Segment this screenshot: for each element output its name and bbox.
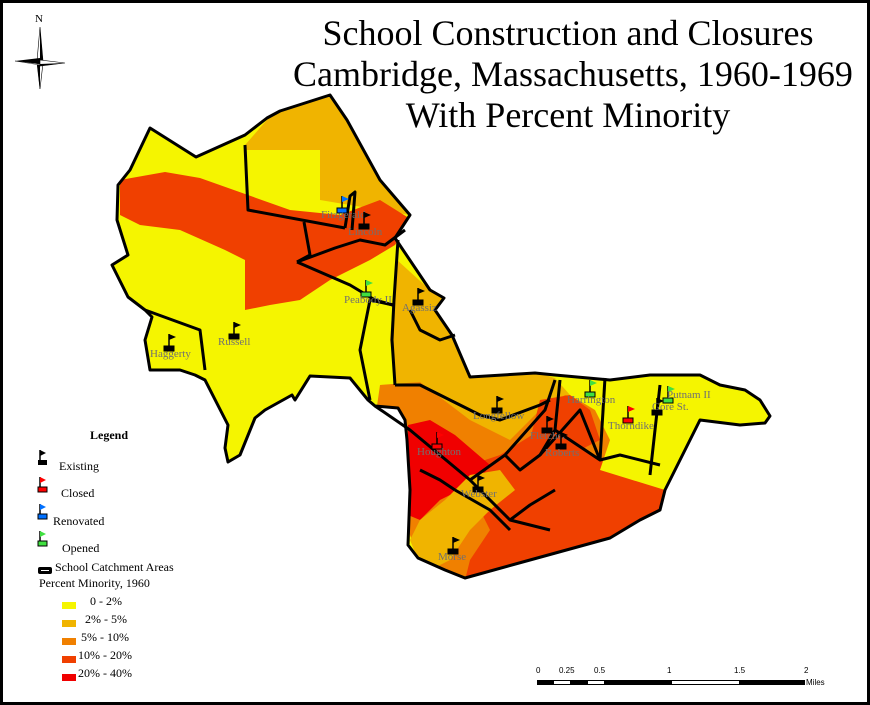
catchment-area-icon [38,567,52,574]
school-morse[interactable] [447,537,460,555]
school-gore-st[interactable] [651,398,664,416]
school-label: Fitzgerald [321,209,366,221]
school-label: Roberts [545,447,579,459]
flag-renovated-icon [37,504,48,520]
flag-closed-icon [37,477,48,493]
school-label: Putnam II [667,389,711,401]
school-label: Fletcher [530,430,566,442]
school-putnam-ii[interactable] [662,386,675,404]
scale-tick: 0.5 [594,666,606,675]
bin-label: 0 - 2% [90,594,122,608]
school-label: Houghton [417,446,462,458]
school-roberts[interactable] [555,432,568,450]
school-label: Agassiz [402,302,437,314]
bin-label: 10% - 20% [78,648,132,662]
school-webster[interactable] [472,475,485,493]
legend-title: Legend [90,428,129,442]
school-label: Webster [461,488,497,500]
map-canvas: School Construction and Closures Cambrid… [3,3,867,702]
legend-closed-label: Closed [61,486,95,500]
map-title: School Construction and Closures Cambrid… [293,13,853,136]
scale-bar-graphic [537,680,805,685]
school-russell[interactable] [228,322,241,340]
school-peabody-ii[interactable] [360,280,373,298]
scale-tick: 2 [804,666,809,675]
school-label: Lincoln [348,226,383,238]
swatch-2-5 [62,620,76,627]
bin-label: 20% - 40% [78,666,132,680]
scale-unit: Miles [806,678,825,687]
title-line-3: With Percent Minority [405,95,731,135]
north-label: N [35,13,43,25]
school-label: Longfellow [473,410,524,422]
school-lincoln[interactable] [358,212,371,230]
scale-tick: 1 [667,666,672,675]
swatch-5-10 [62,638,76,645]
legend-renovated-label: Renovated [53,514,105,528]
catchment-map: Fitzgerald Lincoln Peabody II Agass [110,93,772,580]
legend: Legend Existing Closed Renovated Opened … [3,3,223,681]
school-harrington[interactable] [584,380,597,398]
school-label: Morse [438,551,466,563]
scale-bar: 0 0.25 0.5 1 1.5 2 Miles [533,666,853,696]
scale-tick: 0.25 [559,666,575,675]
school-fitzgerald[interactable] [336,196,349,214]
bin-label: 5% - 10% [81,630,129,644]
school-houghton[interactable] [431,432,444,450]
legend-catchment-label: School Catchment Areas [55,560,174,574]
school-thorndike[interactable] [622,406,635,424]
school-label: Harrington [567,394,616,406]
school-fletcher[interactable] [541,416,554,434]
school-agassiz[interactable] [412,288,425,306]
swatch-0-2 [62,602,76,609]
title-line-2: Cambridge, Massachusetts, 1960-1969 [293,54,853,94]
legend-existing-label: Existing [59,459,100,473]
legend-opened-label: Opened [62,541,100,555]
scale-tick: 0 [536,666,541,675]
flag-existing-icon [38,450,47,465]
school-longfellow[interactable] [491,396,504,414]
bin-label: 2% - 5% [85,612,127,626]
school-label: Russell [218,336,250,348]
swatch-20-40 [62,674,76,681]
scale-tick: 1.5 [734,666,746,675]
compass-rose-icon [14,26,66,89]
legend-minority-title: Percent Minority, 1960 [39,576,150,590]
school-markers: Fitzgerald Lincoln Peabody II Agass [150,196,711,563]
school-label: Thorndike [608,420,654,432]
flag-opened-icon [37,531,48,547]
title-line-1: School Construction and Closures [322,13,814,53]
school-label: Haggerty [150,348,191,360]
school-label: Gore St. [652,401,689,413]
swatch-10-20 [62,656,76,663]
school-label: Peabody II [344,294,392,306]
school-haggerty[interactable] [163,334,176,352]
